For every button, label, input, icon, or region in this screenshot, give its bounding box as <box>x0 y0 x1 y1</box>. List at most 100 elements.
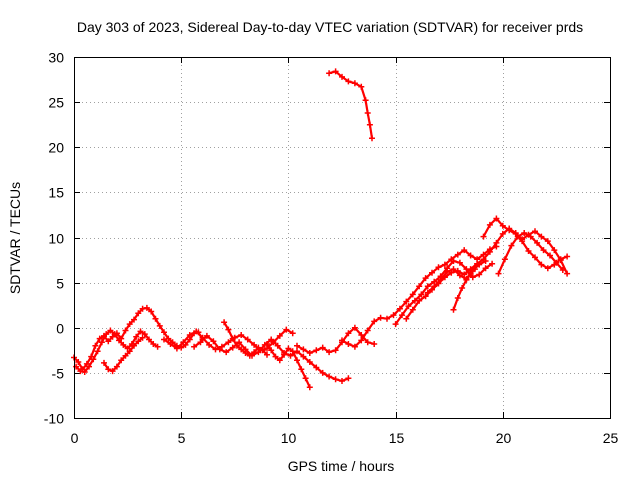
data-point <box>233 342 240 349</box>
data-point <box>377 314 384 321</box>
y-tick-label: 10 <box>48 231 64 247</box>
data-point <box>351 324 358 331</box>
data-point <box>332 376 339 383</box>
data-series-layer <box>71 68 571 391</box>
data-point <box>358 83 365 90</box>
data-point <box>193 328 200 335</box>
y-tick-label: 5 <box>56 276 64 292</box>
data-point <box>519 236 526 243</box>
data-point <box>405 303 412 310</box>
data-point <box>459 285 466 291</box>
data-point <box>437 276 444 283</box>
data-point <box>131 316 137 323</box>
data-point <box>313 364 320 371</box>
data-point <box>319 344 326 351</box>
data-point <box>274 342 281 349</box>
data-point <box>493 215 500 222</box>
data-point <box>409 291 416 298</box>
data-point <box>525 248 532 254</box>
data-point <box>105 338 112 345</box>
data-point <box>283 326 290 333</box>
data-point <box>143 304 150 311</box>
data-point <box>486 248 493 255</box>
data-point <box>135 338 142 345</box>
data-point <box>557 257 564 264</box>
axis-ticks: 0 5 10 15 20 25 -10 -5 0 5 10 15 20 25 30 <box>44 50 619 447</box>
data-point <box>416 297 423 304</box>
data-point <box>264 341 270 347</box>
data-point <box>418 291 425 298</box>
data-point <box>396 305 403 312</box>
data-point <box>238 332 245 338</box>
x-tick-label: 0 <box>71 430 79 446</box>
data-point <box>152 315 159 322</box>
data-point <box>441 261 448 268</box>
series-line <box>394 259 494 326</box>
data-point <box>173 345 180 352</box>
data-point <box>101 359 107 366</box>
data-point <box>544 238 551 245</box>
data-point <box>351 80 358 87</box>
data-point <box>564 253 571 260</box>
data-point <box>300 346 307 353</box>
data-point <box>422 293 429 300</box>
data-point <box>345 341 352 347</box>
data-point <box>564 270 571 277</box>
series-15 <box>495 230 566 277</box>
data-point <box>221 319 228 326</box>
data-point <box>540 247 547 254</box>
data-point <box>454 251 461 258</box>
data-point <box>167 341 174 347</box>
grid-lines <box>74 57 610 418</box>
data-point <box>476 271 483 278</box>
data-point <box>156 322 163 329</box>
data-point <box>456 272 463 279</box>
data-point <box>287 352 294 359</box>
data-point <box>289 330 296 337</box>
x-tick-label: 5 <box>178 430 186 446</box>
data-point <box>506 227 513 234</box>
data-point <box>358 337 365 344</box>
data-point <box>107 327 114 334</box>
data-point <box>289 348 296 355</box>
data-point <box>300 353 307 360</box>
data-point <box>109 368 116 375</box>
data-point <box>527 233 534 240</box>
data-point <box>244 336 251 343</box>
series-line <box>102 336 144 373</box>
data-point <box>461 247 468 254</box>
data-point <box>461 271 468 278</box>
data-point <box>403 315 410 322</box>
y-tick-label: 15 <box>48 185 64 201</box>
data-point <box>326 349 333 356</box>
data-point <box>94 348 101 355</box>
data-point <box>122 327 129 334</box>
data-point <box>122 352 129 359</box>
data-point <box>251 349 258 356</box>
data-point <box>139 305 146 312</box>
data-point <box>116 337 122 344</box>
data-point <box>435 264 442 271</box>
y-tick-label: 20 <box>48 140 64 156</box>
series-line <box>482 217 569 275</box>
data-point <box>364 327 371 334</box>
data-point <box>326 70 333 77</box>
x-tick-label: 20 <box>496 430 512 446</box>
data-point <box>403 298 410 305</box>
data-point <box>229 344 236 351</box>
data-point <box>339 378 345 384</box>
data-point <box>302 375 309 382</box>
data-point <box>313 347 320 354</box>
data-point <box>450 306 457 313</box>
data-point <box>345 375 352 382</box>
data-point <box>424 289 431 296</box>
series-line <box>426 259 487 294</box>
data-point <box>454 295 461 301</box>
data-point <box>90 356 97 363</box>
data-point <box>165 335 172 342</box>
data-point <box>493 239 500 246</box>
data-point <box>161 336 167 343</box>
data-point <box>501 256 508 263</box>
data-point <box>206 341 213 348</box>
